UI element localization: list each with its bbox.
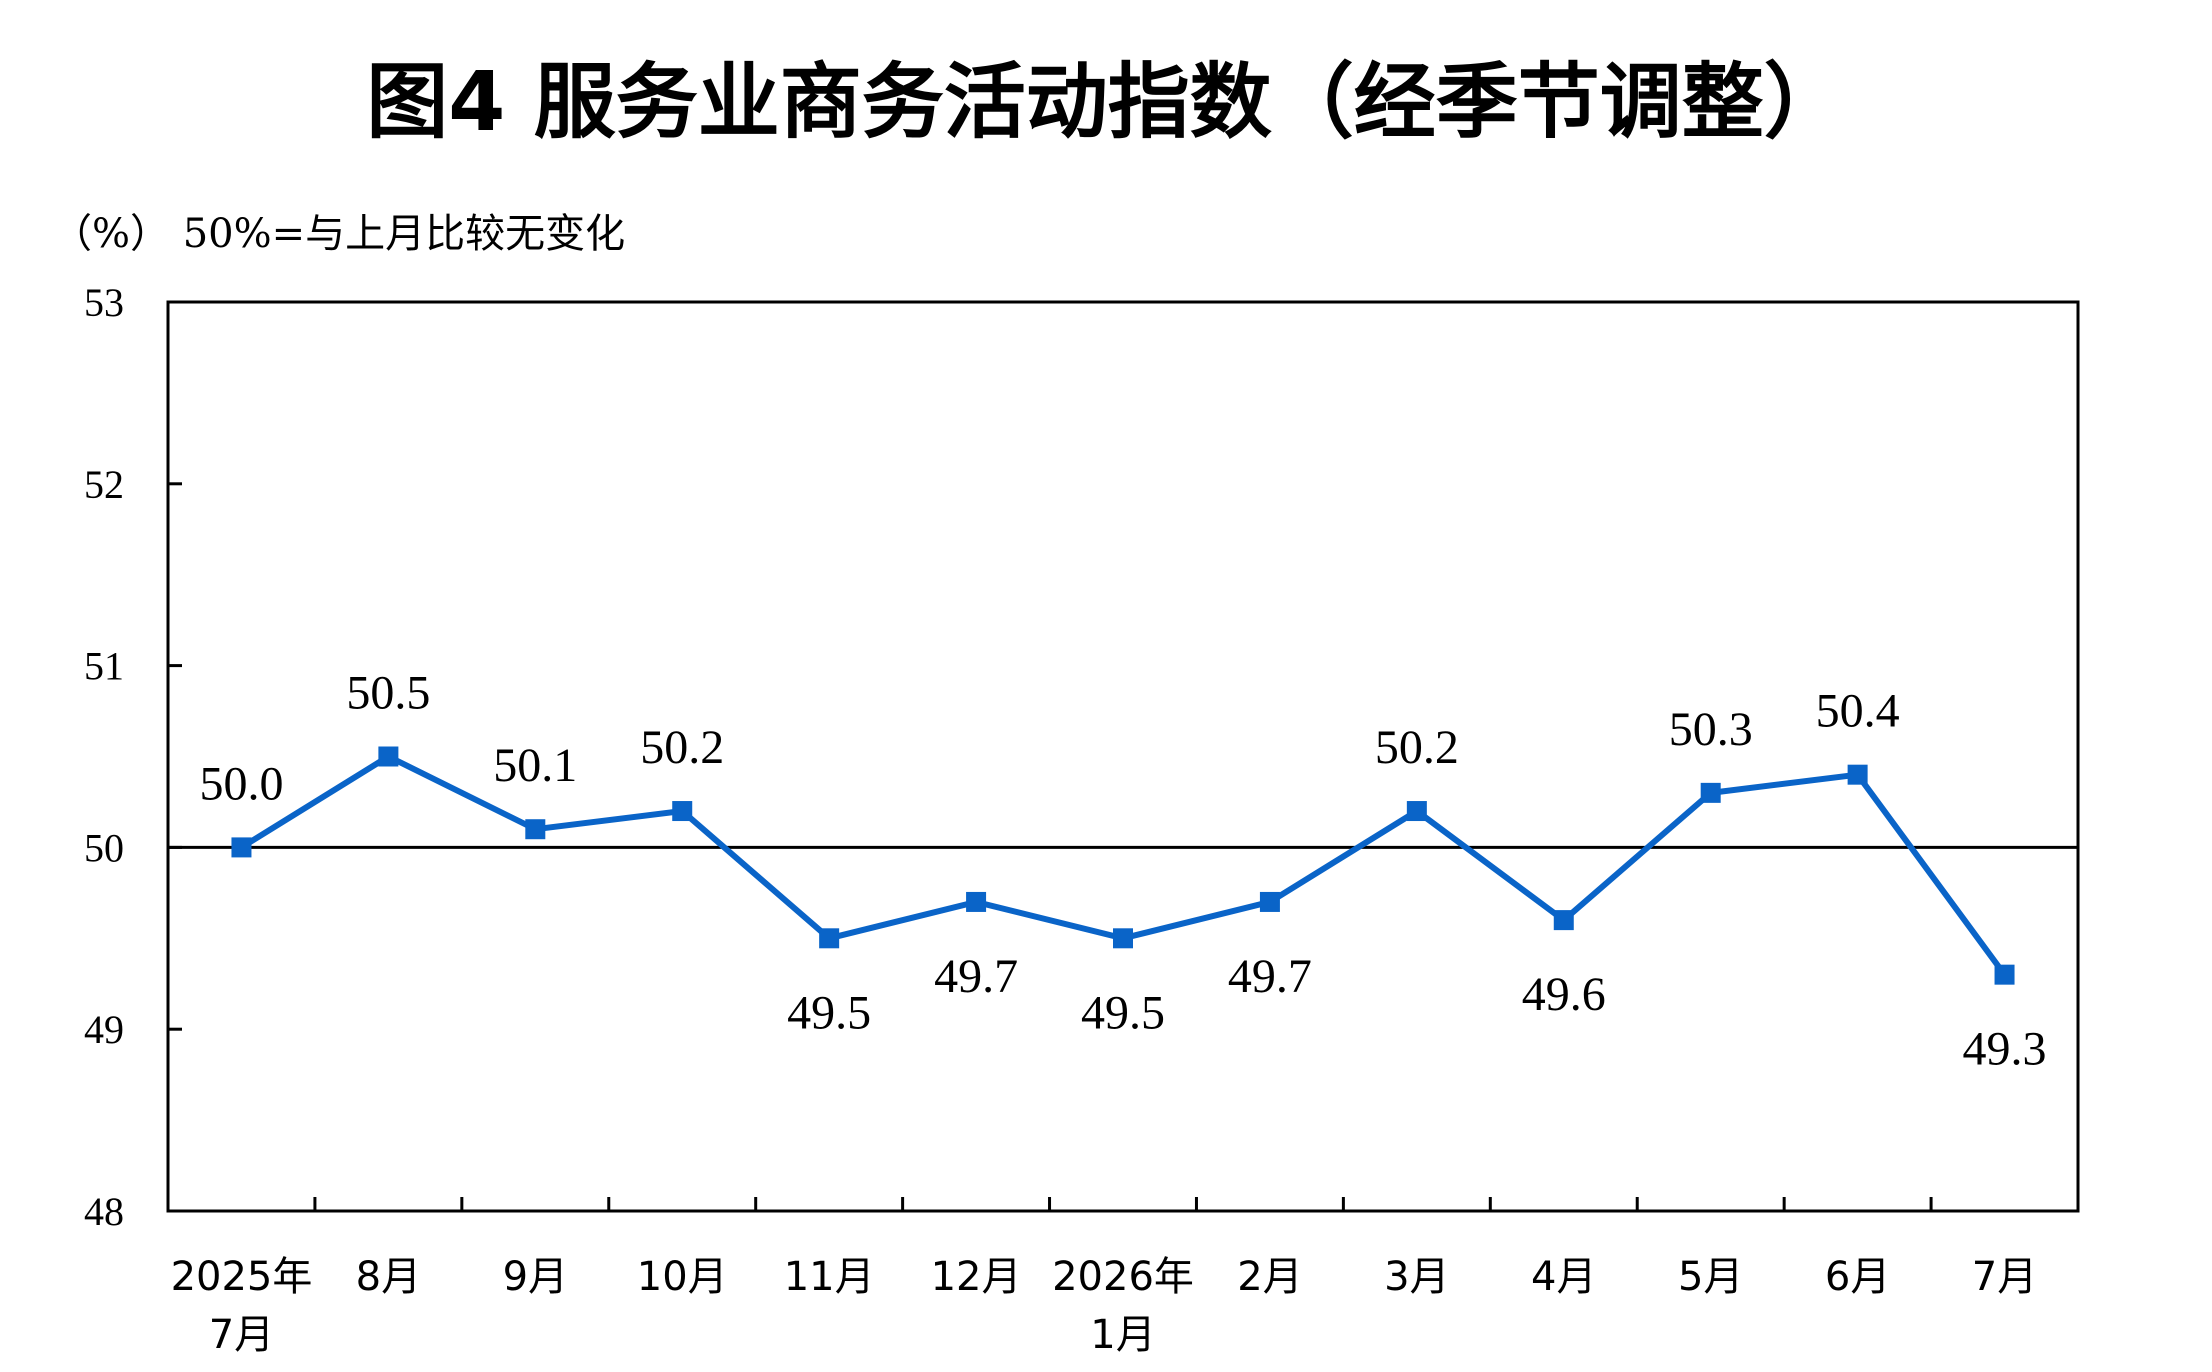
data-label: 50.3 [1669, 703, 1753, 756]
x-tick-label: 11月 [784, 1254, 875, 1300]
data-point [819, 928, 840, 949]
data-point [1700, 782, 1721, 803]
data-label: 49.6 [1522, 968, 1606, 1021]
data-point [1406, 801, 1427, 822]
data-point [1994, 964, 2015, 985]
x-tick-label: 7月 [209, 1312, 274, 1358]
x-tick-label: 8月 [356, 1254, 421, 1300]
data-point [1113, 928, 1133, 949]
data-label: 49.5 [1081, 986, 1165, 1039]
data-point [525, 819, 546, 840]
chart-title: 图4 服务业商务活动指数（经季节调整） [366, 55, 1846, 150]
data-label: 50.4 [1816, 685, 1900, 738]
data-label: 50.2 [1375, 721, 1459, 774]
data-point [1259, 891, 1280, 912]
data-label: 50.2 [640, 721, 724, 774]
x-tick-label: 2026年 [1052, 1254, 1194, 1300]
data-label: 49.5 [787, 986, 871, 1039]
data-point [1847, 764, 1868, 785]
x-tick-label: 2月 [1237, 1254, 1302, 1300]
y-tick-label: 49 [84, 1007, 124, 1052]
x-tick-label: 12月 [931, 1254, 1022, 1300]
x-tick-label: 4月 [1531, 1254, 1596, 1300]
data-label: 50.0 [199, 757, 283, 810]
x-tick-label: 3月 [1384, 1254, 1449, 1300]
data-label: 50.5 [346, 667, 430, 720]
data-point [966, 891, 987, 912]
x-tick-label: 7月 [1972, 1254, 2037, 1300]
x-tick-label: 6月 [1825, 1254, 1890, 1300]
data-label: 49.7 [1228, 950, 1312, 1003]
data-point [231, 837, 252, 858]
data-point [672, 801, 693, 822]
x-tick-label: 2025年 [171, 1254, 313, 1300]
data-point [1553, 910, 1574, 931]
y-tick-label: 50 [84, 825, 124, 870]
y-tick-label: 48 [84, 1189, 124, 1234]
plot-area: 48 49 50 51 52 53 2025年 7月 8月 9月 10月 11月 12月 2026年 1月 2… [84, 280, 2080, 1358]
data-label: 50.1 [493, 739, 577, 792]
x-tick-label: 9月 [503, 1254, 568, 1300]
x-tick-label: 1月 [1090, 1312, 1155, 1358]
plot-frame [166, 300, 2080, 1213]
y-tick-label: 51 [84, 644, 124, 689]
x-tick-label: 10月 [637, 1254, 728, 1300]
y-tick-label: 53 [84, 280, 124, 325]
data-label: 49.3 [1963, 1023, 2047, 1076]
data-label: 49.7 [934, 950, 1018, 1003]
unit-label: （%） 50%=与上月比较无变化 [52, 211, 625, 257]
x-tick-label: 5月 [1678, 1254, 1743, 1300]
data-point [378, 746, 399, 767]
y-tick-label: 52 [84, 462, 124, 507]
